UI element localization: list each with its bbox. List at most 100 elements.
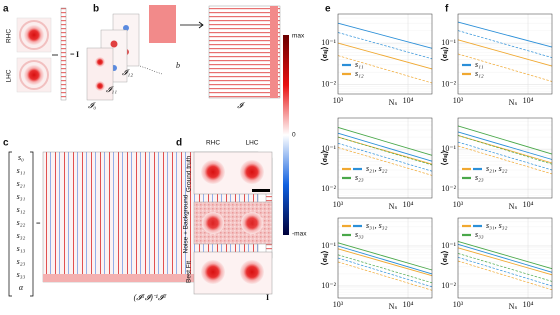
legend-label: s₂₁, s₂₂ [366,164,388,173]
x-tick-label: 10⁴ [403,200,414,209]
legend-label: s₃₁, s₃₂ [486,221,508,230]
series-line [457,125,553,155]
background-frame [149,5,176,43]
series-line [337,42,433,70]
x-tick-label: 10⁴ [403,96,414,105]
series-line [457,145,553,175]
series-line [457,256,553,287]
x-tick-label: 10³ [333,200,344,209]
unknown-label: s₁₁ [17,166,26,175]
series-line [457,240,553,270]
series-line [337,245,433,275]
frame-label: 𝓘₀ [88,101,96,110]
unknowns: s₀ s₁₁ s₂₁ s₃₁ s₁₂ s₂₂ s₃₂ s₁₃ s₂₃ s₃₃ α [17,153,26,292]
series-line [457,135,553,165]
y-tick-label: 10⁻² [441,184,456,193]
formula: (𝓘ᵀ𝓘)⁻¹𝓘ᵀ [134,293,168,302]
plot-area [458,14,552,94]
plot-frame [337,117,433,199]
legend-label: s₃₃ [475,230,484,239]
x-tick-label: 10³ [333,300,344,309]
vector-label: I [76,50,79,59]
unknown-label: s₂₂ [17,218,26,227]
legend-label: s₁₂ [355,69,364,78]
y-tick-label: 10⁻² [441,80,456,89]
equals: = [70,50,75,59]
y-tick-label: 10⁻¹ [441,38,456,47]
series-line [337,132,433,162]
unknown-label: s₃₃ [17,270,26,279]
y-axis-label: ⟨σₛⱼ⟩ [440,47,449,62]
x-tick-label: 10⁴ [403,300,414,309]
panel-label: d [176,138,182,149]
legend-label: s₃₃ [355,230,364,239]
row-label: LHC [6,69,13,82]
panel-label: e [325,4,331,15]
y-axis-label: ⟨σₛⱼ⟩ [320,151,329,166]
colorbar-label: -max [292,231,307,238]
background-label: b [176,61,180,70]
series-line [457,21,553,48]
series-line [457,39,553,67]
y-tick-label: 10⁻¹ [321,241,336,250]
legend-label: s₁₁ [475,60,484,69]
background-column [270,6,278,98]
x-tick-label: 10³ [333,96,344,105]
y-tick-label: 10⁻¹ [441,241,456,250]
series-line [337,242,433,271]
series-line [337,136,433,166]
x-axis-label: Nₛ [509,98,518,107]
legend-label: s₂₁, s₂₂ [486,164,508,173]
x-tick-label: 10³ [453,300,464,309]
background-row [43,274,258,282]
x-axis-label: Nₛ [389,302,398,311]
panel-label: f [445,4,449,15]
row-label: RHC [6,29,13,43]
series-line [457,243,553,273]
series-line [337,254,433,284]
series-line [457,260,553,291]
colorbar-label: max [292,33,305,40]
lhc-image [16,57,52,93]
x-tick-label: 10⁴ [523,300,534,309]
unknown-label: α [19,283,24,292]
frame-label: 𝓘₁₁ [106,85,117,94]
series-line [337,126,433,156]
series-line [457,141,553,171]
rhc-image [16,17,52,53]
unknown-label: s₁₃ [17,244,26,253]
y-tick-label: 10⁻² [321,184,336,193]
unknown-label: s₁₂ [17,205,26,214]
y-tick-label: 10⁻¹ [321,144,336,153]
series-line [337,248,433,277]
legend-label: s₂₃ [355,173,364,182]
unknown-label: s₂₁ [17,179,26,188]
vector-label: I [266,293,269,302]
noise-background [193,201,273,245]
x-tick-label: 10⁴ [523,200,534,209]
equals: = [36,219,41,228]
y-tick-label: 10⁻² [321,281,336,290]
x-tick-label: 10³ [453,96,464,105]
frame-stack [86,13,140,101]
best-fit [193,251,273,295]
series-line [337,147,433,176]
column-label: LHC [245,140,258,147]
vector-strip [60,7,67,101]
row-label: Noise + Background [183,194,190,253]
row-label: Best Fit [186,261,193,283]
plot-frame [457,217,553,299]
series-line [457,53,553,82]
x-tick-label: 10⁴ [523,96,534,105]
x-axis-label: Nₛ [389,202,398,211]
legend-label: s₁₁ [355,60,364,69]
plot-area [338,14,432,94]
row-label: Ground truth [186,155,193,192]
plot-frame [337,13,433,95]
unknown-label: s₃₂ [17,231,26,240]
